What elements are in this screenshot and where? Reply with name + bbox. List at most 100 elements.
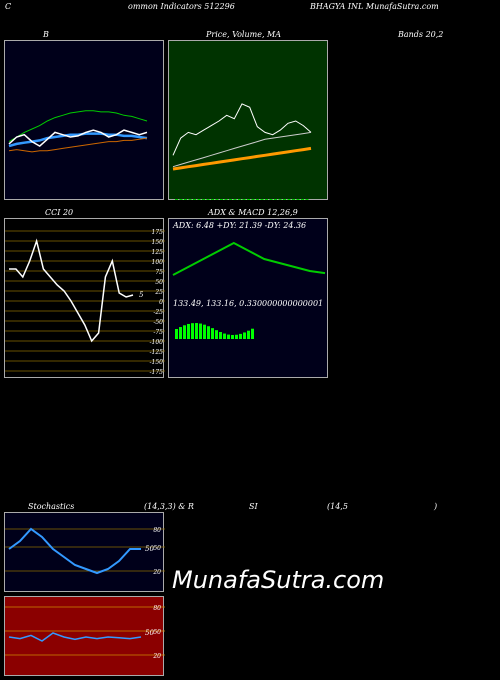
macd-histogram-bar <box>175 329 178 339</box>
rsi-tick-label: 20 <box>152 653 161 660</box>
volume-bar <box>179 199 183 200</box>
rsi-chart: 80 50 20 50 <box>5 605 165 660</box>
cci-title: CCI 20 <box>45 208 74 217</box>
macd-histogram-bar <box>227 334 230 339</box>
stoch-panel: 80 50 20 50 <box>4 512 165 592</box>
stoch-tick-label: 80 <box>153 527 161 534</box>
volume-bar <box>175 199 178 200</box>
cci-tick-label: 0 <box>159 299 163 306</box>
volume-bar <box>287 199 291 200</box>
macd-histogram-bar <box>183 325 186 339</box>
volume-bar <box>305 199 309 200</box>
bollinger-line-2 <box>8 137 148 153</box>
cci-panel: 175 150 125 100 75 50 25 0 -25 -50 -75 -100 -125 -150… <box>4 218 165 378</box>
bollinger-line-0 <box>8 110 148 143</box>
watermark: MunafaSutra.com <box>172 566 385 594</box>
bands-title-b: B <box>43 30 49 39</box>
header-right: BHAGYA INL MunafaSutra.com <box>310 2 439 11</box>
adx-macd-panel: ADX: 6.48 +DY: 21.39 -DY: 24.36 133.49, … <box>168 218 328 378</box>
cci-tick-label: 75 <box>155 269 163 276</box>
bollinger-panel <box>4 40 164 200</box>
macd-histogram-bar <box>207 326 210 339</box>
cci-chart: 175 150 125 100 75 50 25 0 -25 -50 -75 -100 -125 -150… <box>5 229 165 376</box>
cci-tick-label: 125 <box>152 249 164 256</box>
adx-macd-chart <box>172 241 326 339</box>
cci-tick-label: -50 <box>153 319 163 326</box>
rsi-line <box>8 632 142 642</box>
adx-macd-title: ADX & MACD 12,26,9 <box>208 208 298 217</box>
adx-readout: ADX: 6.48 +DY: 21.39 -DY: 24.36 <box>173 221 307 230</box>
volume-bar <box>215 199 219 200</box>
macd-histogram-bar <box>179 327 182 339</box>
volume-bar <box>184 199 187 200</box>
adx-line <box>172 241 326 276</box>
stoch-chart: 80 50 20 50 <box>5 527 165 576</box>
cci-tick-label: -150 <box>150 359 164 366</box>
volume-bar <box>301 199 304 200</box>
bands-title: Bands 20,2 <box>398 30 444 39</box>
volume-bar <box>251 199 255 200</box>
macd-histogram-bar <box>219 332 222 339</box>
cci-tick-label: 25 <box>154 289 163 296</box>
volume-bar <box>256 199 259 200</box>
volume-bar <box>242 199 246 200</box>
macd-histogram-bar <box>211 328 214 339</box>
cci-tick-label: 150 <box>152 239 164 246</box>
cci-tick-label: 50 <box>155 279 163 286</box>
price-line-1 <box>172 131 312 168</box>
cci-tick-label: 175 <box>152 229 164 236</box>
stoch-tick-label: 20 <box>152 569 161 576</box>
price-title: Price, Volume, MA <box>206 30 282 39</box>
macd-readout: 133.49, 133.16, 0.330000000000001 <box>173 299 324 308</box>
stoch-line <box>8 527 141 575</box>
cci-tick-label: 100 <box>152 259 164 266</box>
volume-bar <box>265 199 268 200</box>
macd-histogram-bar <box>215 330 218 339</box>
rsi-close: ) <box>434 502 438 511</box>
volume-bar <box>193 199 196 200</box>
header-indicators: ommon Indicators 512296 <box>128 2 235 11</box>
volume-bar <box>229 199 232 200</box>
price-line-2 <box>172 146 312 171</box>
rsi-panel: 80 50 20 50 <box>4 596 165 676</box>
volume-bar <box>233 199 237 200</box>
cci-tick-label: -100 <box>150 339 164 346</box>
macd-histogram-bar <box>191 323 194 339</box>
volume-bar <box>260 199 264 200</box>
cci-tick-label: -125 <box>150 349 164 356</box>
volume-bar <box>283 199 286 200</box>
price-panel <box>168 40 328 200</box>
volume-bar <box>202 199 205 200</box>
rsi-title: SI <box>249 502 258 511</box>
header-left: C <box>5 2 12 11</box>
volume-bar <box>278 199 282 200</box>
volume-bar <box>188 199 192 200</box>
macd-histogram-bar <box>251 328 254 339</box>
volume-bar <box>238 199 241 200</box>
macd-histogram-bar <box>199 323 202 339</box>
stoch-params: (14,3,3) & R <box>144 502 194 511</box>
stoch-value-label: 50 <box>145 545 154 553</box>
macd-histogram-bar <box>243 332 246 339</box>
stoch-tick-label: 50 <box>153 545 161 552</box>
volume-bar <box>220 199 223 200</box>
cci-tick-label: -175 <box>150 369 164 376</box>
cci-value-label: 5 <box>139 291 144 299</box>
bollinger-line-3 <box>8 129 148 148</box>
macd-histogram-bar <box>235 334 238 339</box>
stoch-title: Stochastics <box>28 502 75 511</box>
bollinger-chart <box>8 110 148 153</box>
volume-bar <box>211 199 214 200</box>
macd-histogram-bar <box>223 333 226 339</box>
volume-bar <box>247 199 250 200</box>
rsi-params: (14,5 <box>327 502 348 511</box>
cci-tick-label: -75 <box>153 329 163 336</box>
macd-histogram-bar <box>231 334 234 339</box>
rsi-tick-label: 80 <box>153 605 161 612</box>
rsi-value-label: 50 <box>145 629 154 637</box>
price-chart <box>172 103 312 200</box>
price-line-0 <box>172 103 312 156</box>
volume-bar <box>292 199 295 200</box>
volume-bar <box>206 199 210 200</box>
